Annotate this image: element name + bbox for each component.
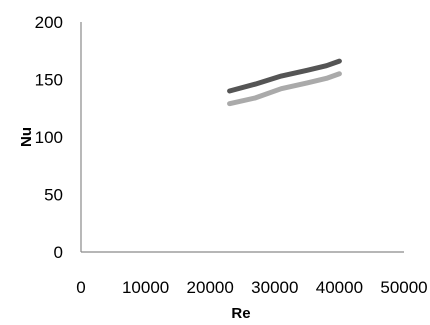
y-tick-label: 200 bbox=[35, 13, 63, 32]
y-tick-label: 100 bbox=[35, 128, 63, 147]
y-tick-label: 0 bbox=[54, 243, 63, 262]
x-tick-label: 30000 bbox=[251, 278, 298, 297]
x-tick-label: 40000 bbox=[316, 278, 363, 297]
x-tick-labels: 0 10000 20000 30000 40000 50000 bbox=[76, 278, 427, 297]
x-tick-label: 10000 bbox=[122, 278, 169, 297]
x-axis-title: Re bbox=[231, 305, 250, 322]
x-tick-label: 50000 bbox=[380, 278, 427, 297]
x-tick-label: 0 bbox=[76, 278, 85, 297]
plot-area: 0 50 150 200 100 0 10000 20000 30000 40000 50000 bbox=[35, 13, 428, 297]
series-line-1 bbox=[227, 58, 342, 94]
y-tick-label: 150 bbox=[35, 71, 63, 90]
y-tick-labels: 0 50 150 200 100 bbox=[35, 13, 63, 262]
series-line-2 bbox=[227, 71, 342, 107]
y-axis-title: Nu bbox=[18, 127, 35, 147]
series-group bbox=[227, 58, 342, 107]
y-tick-label: 50 bbox=[44, 186, 63, 205]
x-tick-label: 20000 bbox=[187, 278, 234, 297]
